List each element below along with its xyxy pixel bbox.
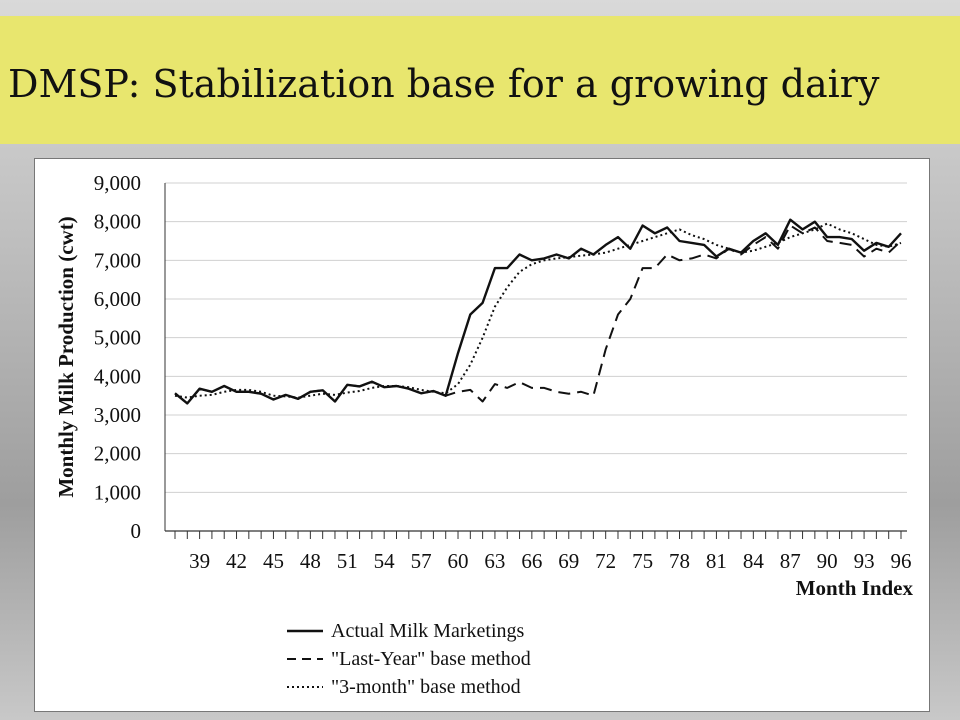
x-tick-label: 66 <box>521 549 542 573</box>
y-axis-title: Monthly Milk Production (cwt) <box>54 216 78 497</box>
x-tick-label: 93 <box>854 549 875 573</box>
x-tick-label: 90 <box>817 549 838 573</box>
legend-label: "Last-Year" base method <box>331 648 531 670</box>
x-tick-label: 45 <box>263 549 284 573</box>
x-tick-label: 69 <box>558 549 579 573</box>
series-line-dashed <box>174 224 902 405</box>
y-tick-label: 1,000 <box>94 480 141 504</box>
x-tick-label: 51 <box>337 549 358 573</box>
x-tick-label: 87 <box>780 549 801 573</box>
y-tick-label: 9,000 <box>94 171 141 195</box>
y-tick-label: 2,000 <box>94 442 141 466</box>
x-axis-title: Month Index <box>796 576 914 600</box>
y-tick-label: 6,000 <box>94 287 141 311</box>
title-bar <box>0 16 960 144</box>
x-tick-label: 84 <box>743 549 765 573</box>
x-tick-label: 54 <box>374 549 396 573</box>
x-tick-labels: 39 42 45 48 51 54 57 60 63 66 69 72 75 78 81 84 87 90 93 96 <box>189 549 911 573</box>
x-tick-label: 42 <box>226 549 247 573</box>
x-tick-label: 39 <box>189 549 210 573</box>
x-tick-label: 96 <box>891 549 912 573</box>
line-chart: 0 1,000 2,000 3,000 4,000 5,000 6,000 7,000 8,00… <box>54 171 914 698</box>
gridlines <box>164 182 907 539</box>
y-tick-label: 3,000 <box>94 403 141 427</box>
legend: Actual Milk Marketings "Last-Year" base m… <box>287 620 531 698</box>
y-tick-labels: 0 1,000 2,000 3,000 4,000 5,000 6,000 7,000 8,00… <box>94 171 141 543</box>
legend-label: Actual Milk Marketings <box>331 620 525 642</box>
x-tick-label: 63 <box>484 549 505 573</box>
x-tick-label: 57 <box>411 549 432 573</box>
y-tick-label: 7,000 <box>94 248 141 272</box>
y-tick-label: 4,000 <box>94 364 141 388</box>
x-tick-label: 72 <box>595 549 616 573</box>
chart-panel: 0 1,000 2,000 3,000 4,000 5,000 6,000 7,000 8,00… <box>34 158 930 712</box>
slide-title: DMSP: Stabilization base for a growing d… <box>8 62 880 106</box>
y-tick-label: 0 <box>131 519 142 543</box>
x-tick-label: 78 <box>669 549 690 573</box>
legend-label: "3-month" base method <box>331 676 521 698</box>
x-tick-label: 48 <box>300 549 321 573</box>
series-lines <box>174 218 902 405</box>
x-tick-label: 75 <box>632 549 653 573</box>
y-tick-label: 8,000 <box>94 210 141 234</box>
x-tick-label: 60 <box>448 549 469 573</box>
x-tick-label: 81 <box>706 549 727 573</box>
series-line-dotted <box>174 222 902 399</box>
y-tick-label: 5,000 <box>94 326 141 350</box>
